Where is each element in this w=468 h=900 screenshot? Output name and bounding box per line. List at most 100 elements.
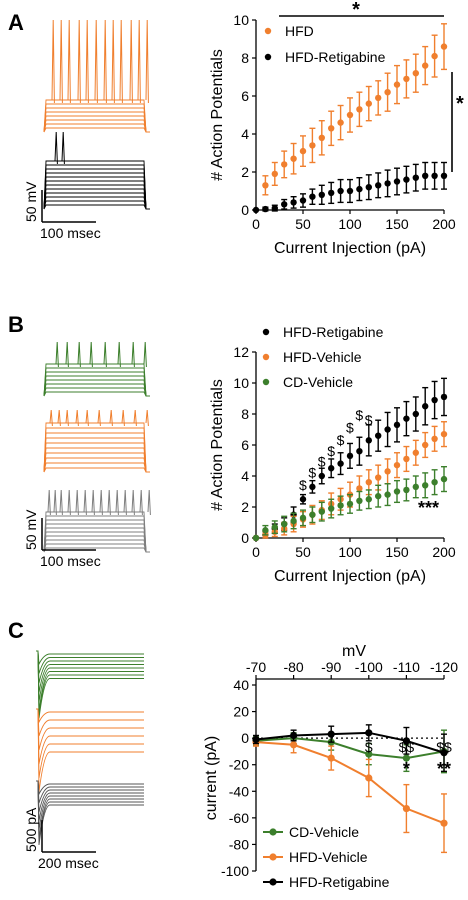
trace-step [43, 457, 150, 473]
trace-spike [107, 489, 111, 516]
sig-star-top: * [352, 0, 360, 21]
data-point-hfd-retigabine [384, 426, 391, 433]
data-point-hfd-retigabine [365, 729, 373, 737]
data-point-cd-vehicle [318, 508, 325, 515]
trace-spike [94, 19, 98, 104]
trace-spike [83, 489, 87, 516]
legend-label: HFD-Retigabine [283, 324, 384, 340]
data-point-hfd [422, 62, 429, 69]
data-point-hfd [346, 111, 354, 119]
trace-step [43, 427, 150, 473]
data-point-hfd-retigabine [252, 206, 260, 214]
trace-current [36, 780, 144, 813]
y-tick-label: 6 [241, 88, 249, 104]
data-point-hfd-vehicle [327, 754, 335, 762]
data-point-hfd-retigabine [356, 448, 363, 455]
y-axis-label: current (pA) [203, 736, 220, 820]
trace-step [43, 531, 150, 553]
data-point-hfd-vehicle [290, 741, 298, 749]
data-point-cd-vehicle [252, 534, 260, 542]
panel-a-traces-retigabine [43, 131, 150, 210]
panel-b-traces-cd [43, 341, 150, 397]
trace-spike [119, 19, 123, 104]
data-point-hfd-retigabine [290, 199, 297, 206]
x-tick-label: 0 [252, 544, 260, 560]
data-point-hfd-retigabine [440, 393, 448, 401]
y-tick-label: -100 [221, 863, 249, 879]
trace-spike [143, 341, 147, 368]
data-point-cd-vehicle [281, 520, 288, 528]
panel-b-scalebar: 50 mV 100 msec [23, 509, 101, 569]
data-point-hfd [328, 125, 335, 132]
data-point-cd-vehicle [299, 514, 307, 522]
data-point-hfd [384, 89, 391, 96]
trace-spike [133, 409, 137, 427]
series-line-hfd-retigabine [255, 731, 445, 754]
y-tick-label: -20 [229, 757, 249, 773]
data-point-hfd-retigabine [281, 201, 288, 208]
series-line-hfd-vehicle [255, 741, 445, 825]
data-point-cd-vehicle [346, 500, 354, 508]
trace-spike [139, 489, 143, 516]
data-point-hfd-vehicle [440, 430, 448, 438]
y-tick-label: 10 [233, 12, 249, 28]
data-point-hfd-retigabine [393, 421, 401, 429]
trace-spike [147, 489, 151, 516]
trace-spike [65, 409, 69, 427]
trace-spike [49, 409, 53, 427]
data-point-hfd-vehicle [431, 435, 438, 442]
data-point-cd-vehicle [422, 482, 429, 489]
trace-spike [67, 489, 71, 516]
trace-current [36, 708, 144, 737]
trace-spike [77, 19, 81, 104]
data-point-hfd [356, 106, 363, 113]
trace-spike [103, 341, 107, 368]
trace-step [43, 467, 150, 473]
legend-label: HFD-Retigabine [285, 49, 386, 65]
panel-a-scalebar-h: 100 msec [40, 225, 101, 241]
data-point-cd-vehicle [356, 497, 363, 504]
data-point-hfd-retigabine [337, 460, 344, 467]
data-point-hfd-retigabine [393, 178, 401, 185]
panel-a-traces-hfd [43, 19, 150, 133]
data-point-hfd-retigabine [327, 730, 335, 738]
trace-step [43, 383, 150, 397]
data-point-hfd-retigabine [431, 396, 438, 404]
trace-step [43, 188, 150, 210]
trace-spike [54, 131, 58, 165]
data-point-hfd [318, 134, 325, 141]
data-point-hfd-retigabine [365, 437, 372, 444]
data-point-hfd-retigabine [403, 415, 410, 422]
data-point-cd-vehicle [290, 517, 297, 525]
sig-dollar: $ [365, 739, 373, 755]
sig-dollar: $$ [436, 739, 452, 755]
data-point-cd-vehicle [431, 479, 438, 486]
trace-step [43, 515, 150, 553]
legend-marker [262, 378, 270, 386]
trace-current [36, 780, 144, 846]
trace-spike [75, 489, 79, 516]
trace-spike [85, 19, 89, 104]
data-point-cd-vehicle [365, 496, 372, 503]
y-tick-label: 0 [241, 530, 249, 546]
data-point-hfd-retigabine [346, 452, 354, 460]
x-tick-label: -80 [283, 659, 303, 675]
y-tick-label: 12 [233, 344, 249, 360]
x-tick-label: 150 [385, 544, 409, 560]
y-tick-label: -60 [229, 810, 249, 826]
legend-label: HFD [285, 23, 314, 39]
panel-a-letter: A [8, 10, 24, 35]
trace-step [43, 422, 150, 473]
data-point-hfd-retigabine [271, 204, 278, 212]
panel-b-traces-retigabine [43, 489, 151, 553]
trace-current [36, 650, 144, 703]
trace-spike [121, 409, 125, 427]
data-point-hfd-retigabine [422, 403, 429, 410]
panel-c-letter: C [8, 618, 24, 643]
trace-spike [65, 341, 69, 368]
trace-spike [75, 409, 79, 427]
data-point-hfd-retigabine [375, 182, 382, 189]
legend-marker [269, 878, 277, 886]
trace-current [36, 708, 144, 793]
